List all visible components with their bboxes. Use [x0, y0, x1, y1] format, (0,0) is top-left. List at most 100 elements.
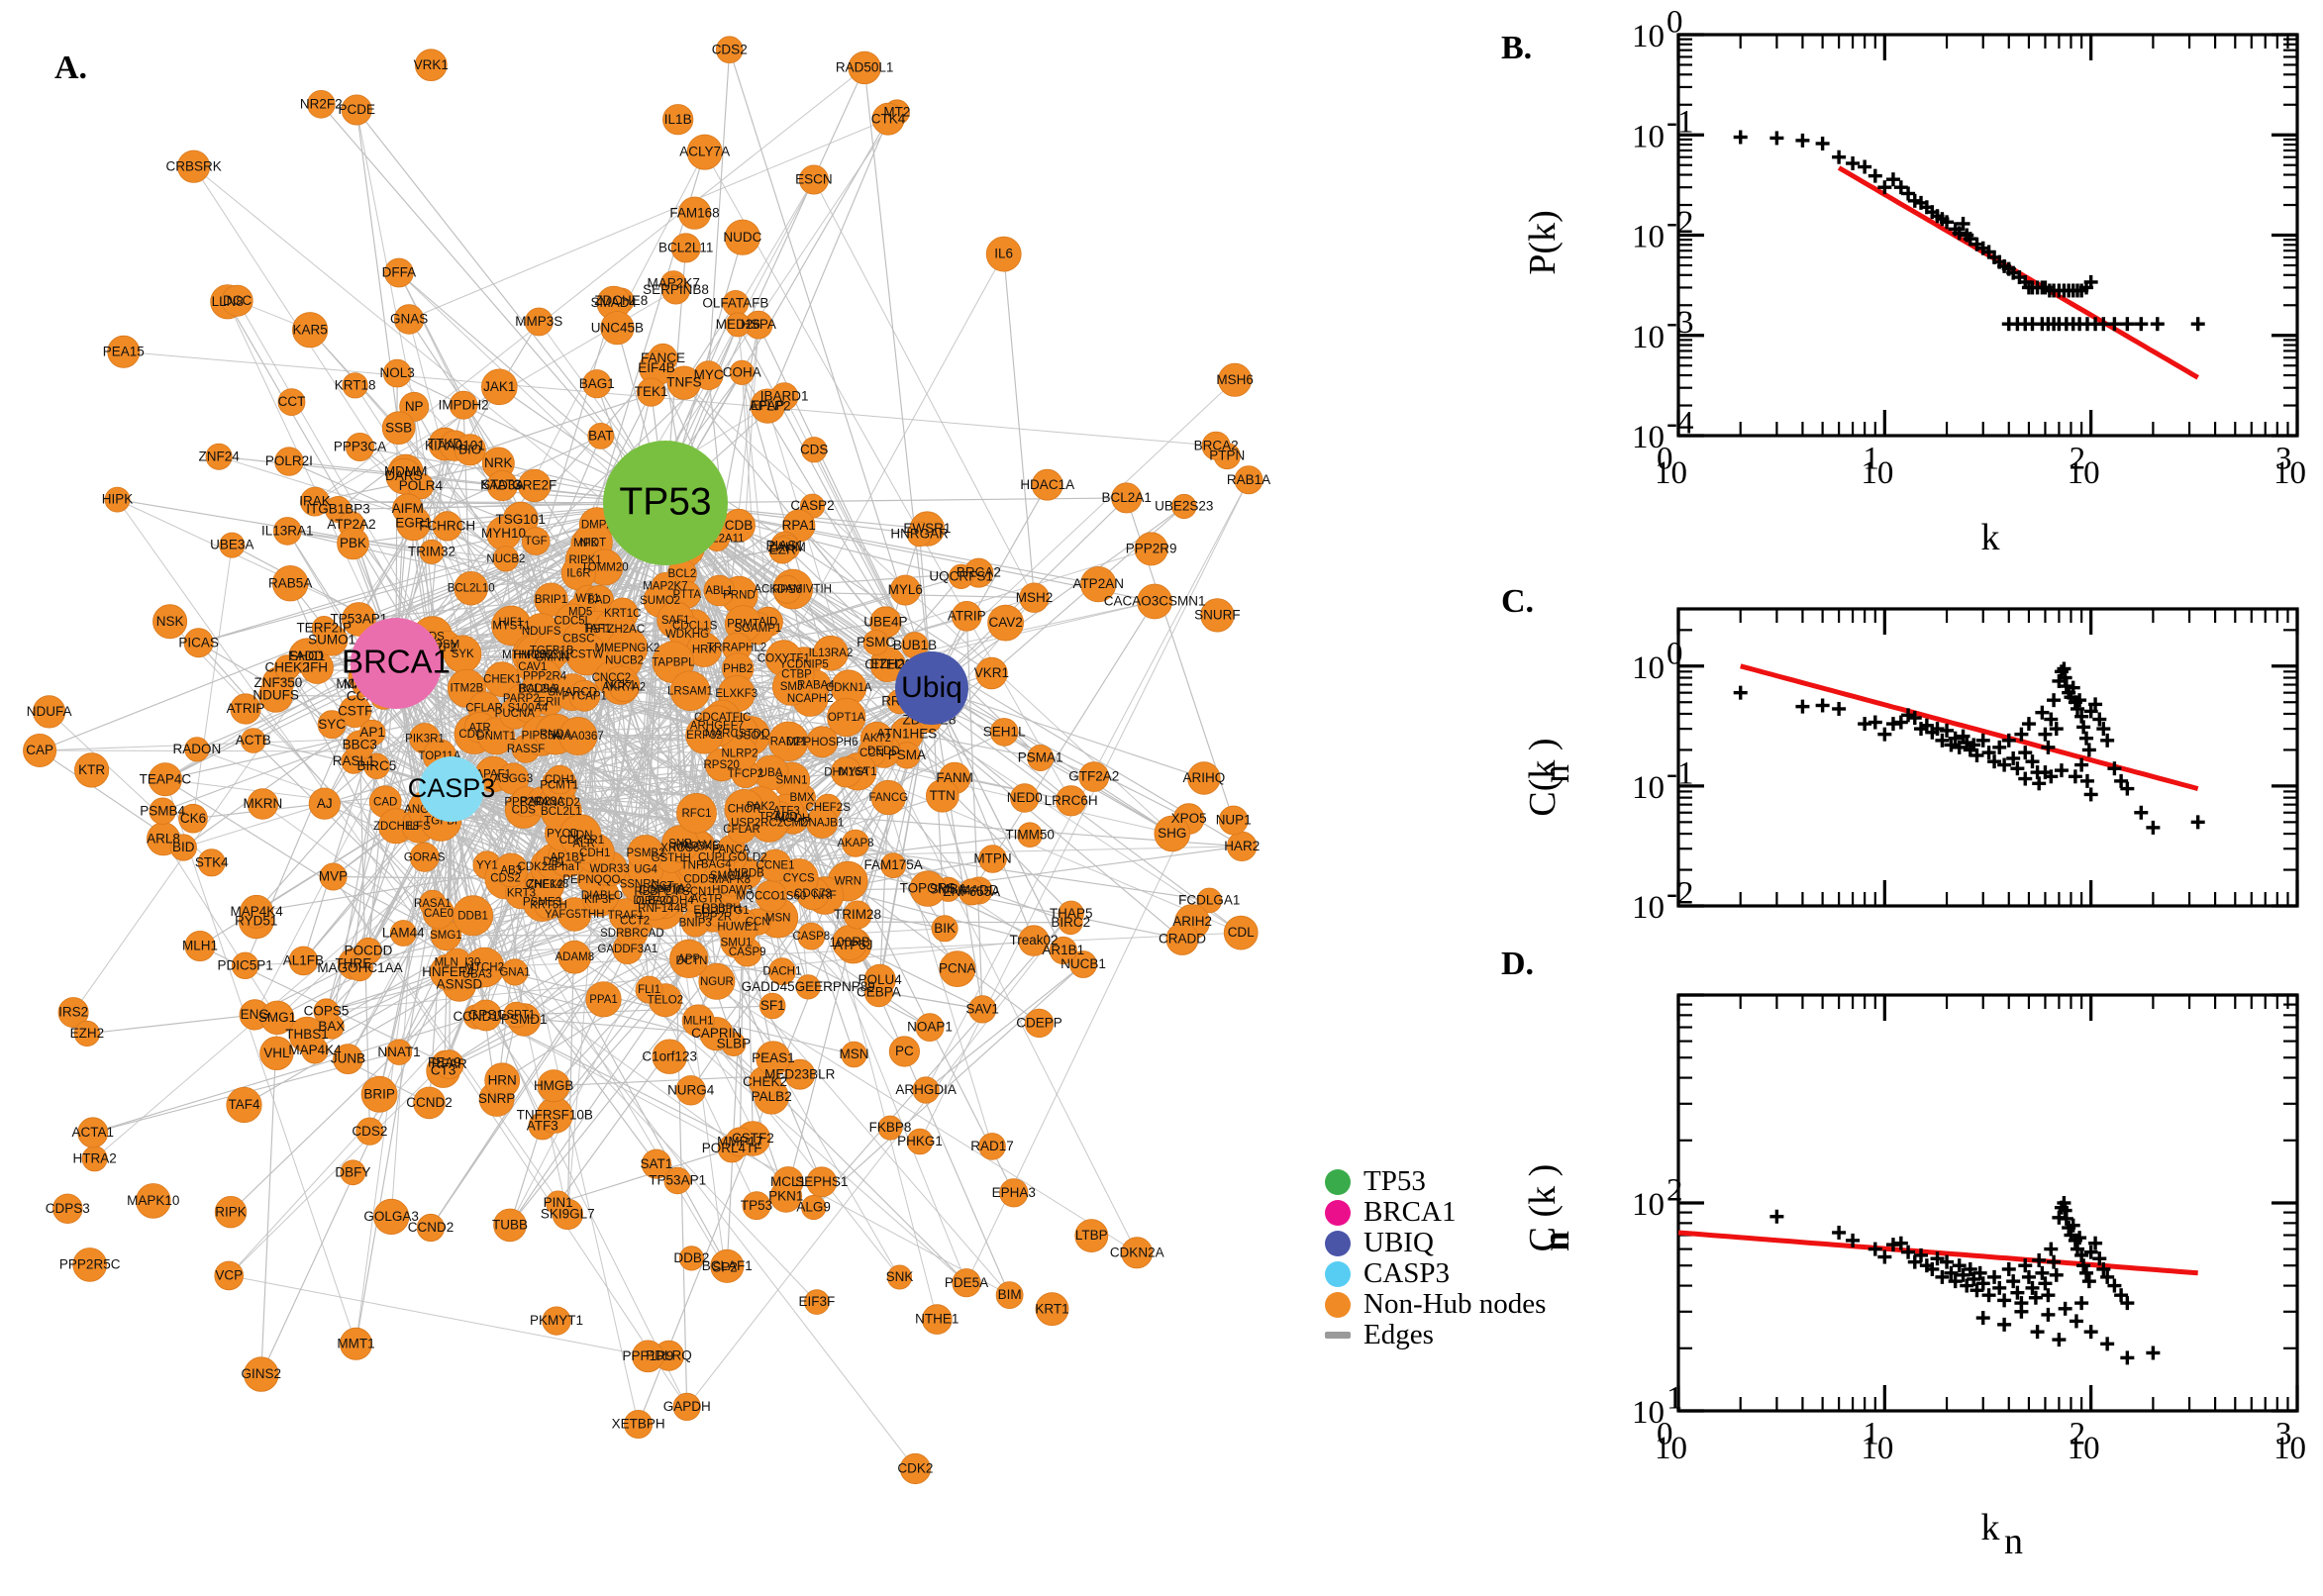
network-node[interactable] — [221, 284, 253, 317]
network-node[interactable] — [675, 1075, 706, 1106]
network-node[interactable] — [493, 1208, 527, 1243]
network-node[interactable] — [1200, 598, 1235, 633]
network-node[interactable] — [183, 628, 214, 658]
network-node[interactable] — [342, 602, 376, 637]
network-node[interactable] — [319, 862, 348, 891]
network-node[interactable] — [416, 1213, 446, 1243]
network-node[interactable] — [1019, 582, 1050, 613]
network-node[interactable] — [136, 1183, 171, 1219]
network-node[interactable] — [641, 1148, 672, 1179]
network-node[interactable] — [104, 486, 131, 513]
network-node[interactable] — [771, 667, 811, 706]
network-node[interactable] — [1010, 783, 1040, 813]
network-node[interactable] — [587, 422, 615, 449]
network-node[interactable] — [565, 634, 608, 676]
network-node[interactable] — [669, 670, 711, 712]
network-node[interactable] — [804, 1289, 830, 1315]
network-node[interactable] — [492, 546, 519, 572]
network-node[interactable] — [434, 1049, 464, 1079]
network-node[interactable] — [363, 752, 390, 780]
network-node[interactable] — [1017, 822, 1043, 848]
network-node[interactable] — [661, 275, 691, 305]
network-node[interactable] — [906, 521, 933, 548]
network-node[interactable] — [383, 257, 414, 288]
network-node[interactable] — [149, 797, 176, 825]
network-node[interactable] — [432, 511, 462, 542]
network-node[interactable] — [354, 937, 382, 965]
network-node[interactable] — [758, 992, 786, 1020]
network-node[interactable] — [546, 1190, 571, 1216]
network-node[interactable] — [662, 104, 694, 136]
network-node[interactable] — [484, 661, 521, 698]
network-node[interactable] — [558, 717, 598, 756]
network-node[interactable] — [219, 532, 246, 558]
network-node[interactable] — [484, 1062, 521, 1099]
network-node[interactable] — [600, 311, 635, 346]
network-node[interactable] — [393, 304, 425, 335]
network-node[interactable] — [724, 219, 761, 255]
network-node[interactable] — [277, 388, 306, 417]
network-node[interactable] — [703, 574, 736, 607]
network-node[interactable] — [889, 574, 921, 606]
network-node[interactable] — [968, 995, 997, 1024]
network-node[interactable] — [1111, 482, 1143, 514]
network-node[interactable] — [888, 1036, 921, 1067]
network-node[interactable] — [345, 432, 374, 461]
network-node[interactable] — [214, 1260, 245, 1291]
network-node[interactable] — [240, 894, 274, 929]
network-node[interactable] — [798, 164, 829, 195]
network-node[interactable] — [537, 1069, 570, 1103]
network-node[interactable] — [453, 895, 494, 937]
network-node[interactable] — [205, 443, 233, 470]
network-node[interactable] — [152, 604, 188, 640]
network-node[interactable] — [184, 931, 216, 962]
network-node[interactable] — [939, 950, 976, 987]
network-node[interactable] — [300, 650, 334, 684]
network-node[interactable] — [632, 1340, 664, 1373]
network-node[interactable] — [948, 563, 974, 590]
network-node[interactable] — [806, 1166, 838, 1198]
network-node[interactable] — [636, 377, 666, 407]
network-node[interactable] — [906, 1128, 934, 1155]
network-node[interactable] — [685, 716, 724, 754]
network-node[interactable] — [333, 1044, 363, 1074]
network-node[interactable] — [545, 764, 575, 795]
network-node[interactable] — [1024, 1008, 1055, 1039]
network-node[interactable] — [1223, 915, 1259, 950]
network-node[interactable] — [477, 717, 516, 755]
network-node[interactable] — [1134, 532, 1168, 566]
network-node[interactable] — [178, 803, 208, 834]
network-node[interactable] — [830, 756, 862, 788]
network-node[interactable] — [503, 1001, 530, 1029]
network-node[interactable] — [1074, 1219, 1109, 1252]
network-node[interactable] — [698, 962, 736, 1000]
network-node[interactable] — [1056, 785, 1087, 817]
network-node[interactable] — [1137, 583, 1172, 620]
network-node[interactable] — [1121, 1237, 1154, 1269]
network-node[interactable] — [729, 359, 755, 385]
network-node[interactable] — [1187, 761, 1221, 795]
network-node[interactable] — [272, 517, 302, 546]
network-node[interactable] — [880, 852, 906, 878]
network-node[interactable] — [469, 999, 502, 1032]
network-node[interactable] — [355, 1117, 384, 1146]
network-node[interactable] — [480, 368, 518, 406]
network-node[interactable] — [676, 793, 717, 834]
network-node[interactable] — [666, 365, 702, 400]
network-node[interactable] — [521, 527, 551, 555]
network-node[interactable] — [57, 997, 89, 1029]
network-node[interactable] — [768, 536, 797, 564]
network-node[interactable] — [710, 1248, 745, 1283]
network-node[interactable] — [669, 939, 709, 979]
network-node[interactable] — [705, 748, 739, 782]
network-node[interactable] — [258, 677, 294, 713]
network-node[interactable] — [842, 829, 870, 857]
network-node[interactable] — [670, 233, 701, 263]
network-node[interactable] — [915, 1013, 945, 1042]
network-node[interactable] — [291, 312, 329, 349]
network-node[interactable] — [995, 1281, 1024, 1309]
network-node[interactable] — [582, 369, 612, 399]
network-node[interactable] — [987, 604, 1024, 642]
network-node[interactable] — [382, 358, 412, 388]
network-node[interactable] — [73, 1020, 101, 1047]
